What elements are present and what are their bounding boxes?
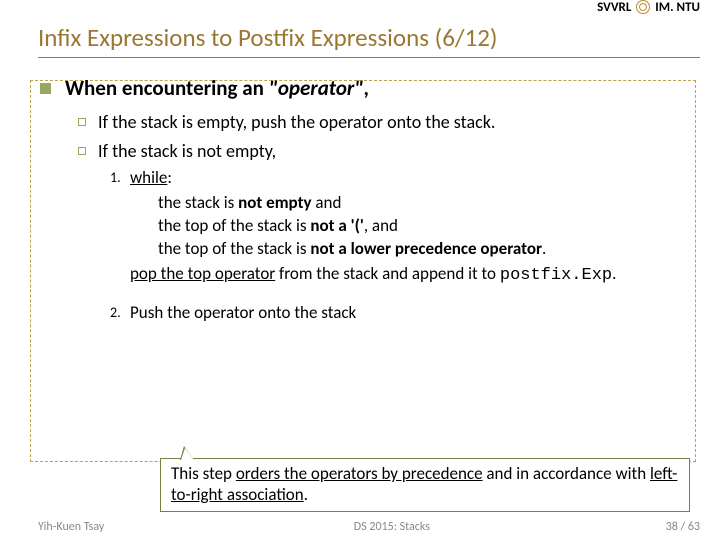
- content: When encountering an "operator", If the …: [40, 74, 690, 490]
- step1-while: while:: [130, 167, 172, 188]
- cond-1: the stack is not empty and: [158, 192, 690, 215]
- slide-title: Infix Expressions to Postfix Expressions…: [38, 22, 700, 55]
- lvl2b-text: If the stack is not empty,: [98, 139, 276, 163]
- cond-3: the top of the stack is not a lower prec…: [158, 238, 690, 261]
- header-left: SVVRL: [597, 0, 631, 15]
- cond-2: the top of the stack is not a '(', and: [158, 215, 690, 238]
- bullet-level2-a: If the stack is empty, push the operator…: [78, 110, 690, 134]
- title-block: Infix Expressions to Postfix Expressions…: [38, 22, 700, 58]
- logo-icon: [636, 0, 650, 14]
- step-2: 2. Push the operator onto the stack: [110, 302, 690, 325]
- lvl1-text: When encountering an "operator",: [65, 74, 369, 102]
- bullet-level1: When encountering an "operator",: [40, 74, 690, 102]
- step-1: 1. while: the stack is not empty and the…: [110, 167, 690, 288]
- footer: Yih-Kuen Tsay DS 2015: Stacks 38 / 63: [38, 520, 700, 534]
- footer-page: 38 / 63: [666, 520, 700, 534]
- title-rule: [38, 57, 700, 58]
- hollow-bullet-icon: [78, 147, 86, 155]
- step1-action: pop the top operator from the stack and …: [130, 263, 690, 288]
- lvl2a-text: If the stack is empty, push the operator…: [98, 110, 495, 134]
- footer-title: DS 2015: Stacks: [354, 520, 430, 534]
- step1-num: 1.: [110, 167, 130, 288]
- square-bullet-icon: [40, 83, 51, 94]
- bullet-level2-b: If the stack is not empty,: [78, 139, 690, 163]
- step1-conditions: the stack is not empty and the top of th…: [158, 192, 690, 261]
- callout-pointer-icon: [180, 446, 194, 460]
- hollow-bullet-icon: [78, 118, 86, 126]
- callout: This step orders the operators by preced…: [160, 458, 690, 512]
- numbered-list: 1. while: the stack is not empty and the…: [110, 167, 690, 325]
- footer-author: Yih-Kuen Tsay: [38, 520, 104, 534]
- header: SVVRL IM. NTU: [0, 0, 720, 22]
- callout-wrap: This step orders the operators by preced…: [160, 458, 690, 512]
- step2-text: Push the operator onto the stack: [130, 302, 690, 325]
- step2-num: 2.: [110, 302, 130, 325]
- header-right: IM. NTU: [655, 0, 700, 15]
